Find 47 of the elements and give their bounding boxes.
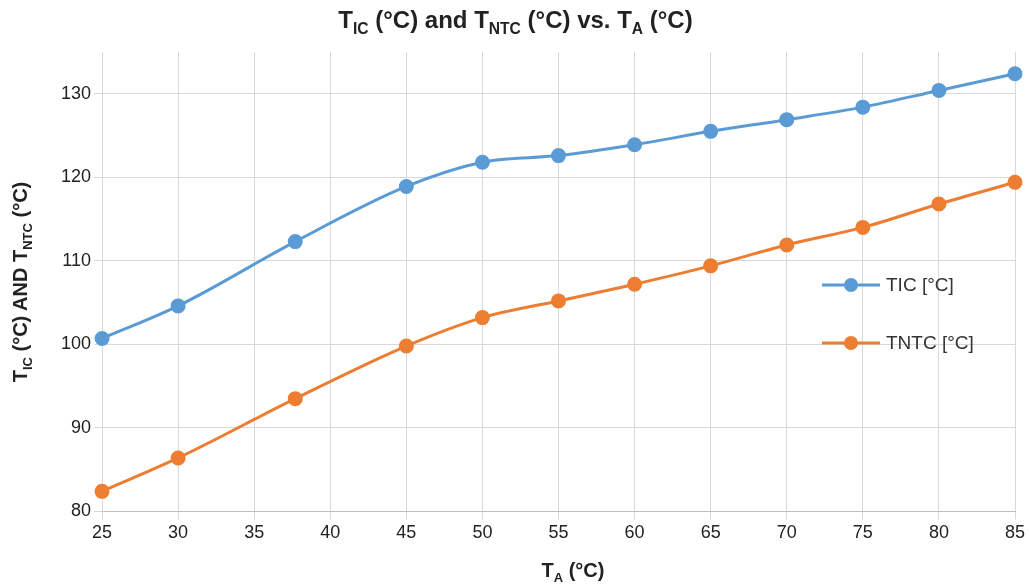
- point: [855, 219, 871, 235]
- x-axis-title: T$_{A}$ (°C): [540, 559, 606, 585]
- x-tick-label: 50: [472, 522, 493, 543]
- x-tick-label: 45: [396, 522, 417, 543]
- point: [1007, 66, 1023, 82]
- point: [627, 137, 643, 153]
- legend-label: TNTC [°C]: [886, 332, 974, 354]
- y-tick-label: 130: [60, 82, 92, 103]
- x-tick-label: 30: [168, 522, 189, 543]
- point: [398, 338, 414, 354]
- x-tick-label: 70: [776, 522, 797, 543]
- point: [170, 450, 186, 466]
- x-tick-label: 75: [852, 522, 873, 543]
- point: [931, 196, 947, 212]
- point: [551, 148, 567, 164]
- x-tick-label: 85: [1004, 522, 1026, 543]
- point: [703, 123, 719, 139]
- y-tick-label: 100: [60, 333, 92, 354]
- point: [287, 234, 303, 250]
- point: [627, 276, 643, 292]
- point: [398, 178, 414, 194]
- x-tick-label: 35: [244, 522, 265, 543]
- y-tick-label: 110: [62, 249, 92, 270]
- point: [94, 483, 110, 499]
- legend-label: TIC [°C]: [886, 274, 954, 296]
- point: [779, 112, 795, 128]
- x-tick-label: 60: [624, 522, 645, 543]
- point: [551, 293, 567, 309]
- point: [855, 99, 871, 115]
- y-tick-label: 120: [60, 166, 92, 187]
- point: [931, 82, 947, 98]
- point: [779, 237, 795, 253]
- x-tick-label: 25: [92, 522, 113, 543]
- y-tick-label: 90: [71, 416, 92, 437]
- point: [1007, 174, 1023, 190]
- point: [703, 258, 719, 274]
- chart-title: T$_{IC}$ (°C) and T$_{NTC}$ (°C) vs. T$_{A}$ (°C): [337, 6, 694, 38]
- point: [94, 331, 110, 346]
- y-tick-label: 80: [71, 500, 92, 521]
- point: [474, 310, 490, 326]
- x-tick-label: 80: [928, 522, 949, 543]
- point: [170, 298, 186, 314]
- x-tick-label: 65: [700, 522, 721, 543]
- point: [287, 391, 303, 407]
- x-tick-label: 40: [320, 522, 341, 543]
- x-tick-label: 55: [548, 522, 569, 543]
- point: [474, 154, 490, 170]
